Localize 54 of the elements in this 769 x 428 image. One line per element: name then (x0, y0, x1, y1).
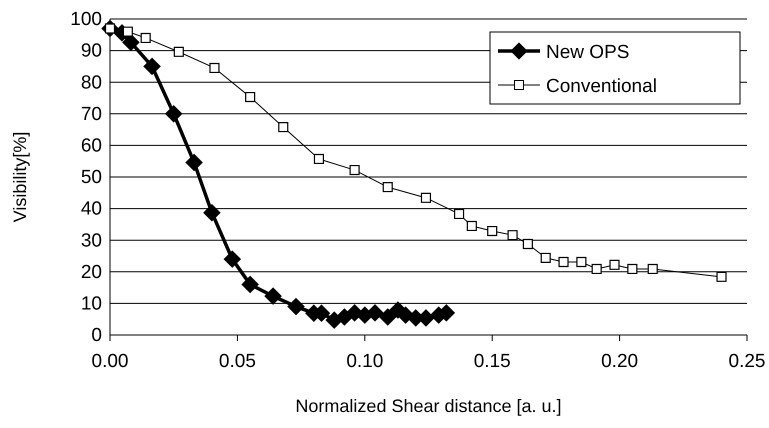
y-tick-label: 40 (80, 198, 102, 220)
point (287, 298, 305, 316)
x-tick-label: 0.05 (218, 350, 256, 372)
legend-label: New OPS (546, 42, 630, 63)
point (487, 226, 498, 236)
x-tick-label: 0.00 (92, 350, 128, 372)
x-tick-label: 0.20 (601, 350, 638, 372)
point (420, 192, 432, 203)
y-tick-label: 100 (70, 9, 102, 30)
point (165, 105, 182, 122)
point (716, 272, 727, 282)
y-tick-label: 50 (80, 167, 102, 188)
y-tick-label: 10 (80, 293, 102, 314)
point (522, 238, 533, 250)
point (278, 122, 288, 132)
point (627, 264, 638, 274)
point (558, 256, 569, 268)
point (144, 58, 161, 75)
point (122, 34, 140, 51)
point (350, 164, 360, 176)
x-tick-label: 0.10 (346, 350, 384, 372)
point (209, 62, 220, 74)
point (264, 288, 282, 305)
point (186, 154, 203, 171)
point (140, 32, 151, 44)
point (242, 276, 259, 293)
x-tick-label: 0.25 (728, 350, 766, 372)
x-axis-title: Normalized Shear distance [a. u.] (295, 396, 562, 416)
point (245, 92, 256, 102)
point (382, 182, 393, 192)
point (224, 250, 241, 268)
point (609, 260, 620, 270)
point (314, 154, 324, 164)
point (174, 46, 184, 57)
point (379, 308, 396, 326)
point (508, 230, 518, 240)
y-tick-label: 0 (91, 325, 102, 346)
y-tick-label: 30 (80, 230, 102, 252)
point (592, 264, 602, 274)
y-tick-label: 80 (80, 72, 102, 94)
legend-label: Conventional (546, 76, 657, 97)
x-tick-label: 0.15 (474, 350, 511, 372)
point (122, 26, 133, 37)
y-tick-label: 70 (80, 104, 102, 125)
point (203, 204, 220, 222)
point (576, 256, 586, 268)
y-tick-label: 20 (80, 262, 102, 283)
y-tick-label: 60 (80, 135, 102, 156)
point (466, 220, 477, 232)
point (454, 208, 464, 220)
y-tick-label: 90 (80, 40, 102, 62)
point (540, 252, 551, 263)
y-axis-title: Visibility[%] (10, 132, 30, 222)
point (648, 264, 658, 274)
